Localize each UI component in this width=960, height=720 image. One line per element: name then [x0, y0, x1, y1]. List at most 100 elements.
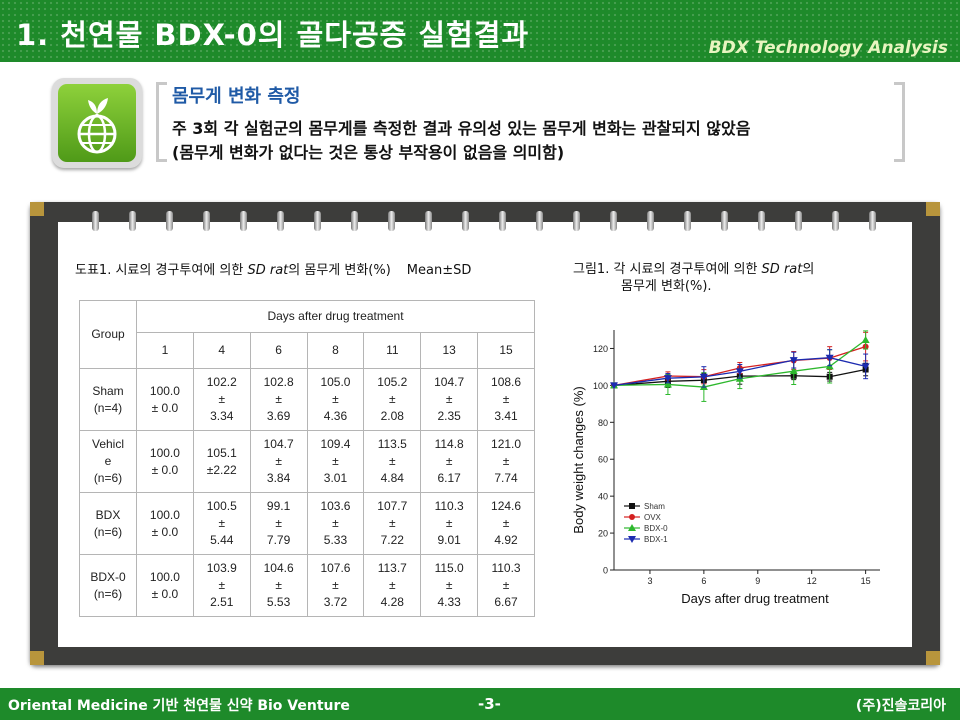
series-bdx-1-point	[861, 363, 870, 371]
value-cell: 102.8 ±3.69	[249, 368, 308, 431]
binder-ring	[684, 211, 691, 231]
cell-line: ±	[275, 578, 282, 592]
value-cell: 104.7 ±3.84	[249, 430, 308, 493]
value-cell: 108.6 ±3.41	[477, 368, 535, 431]
cell-line: 5.33	[323, 533, 348, 547]
summary-line-2: (몸무게 변화가 없다는 것은 통상 부작용이 없음을 의미함)	[172, 143, 565, 162]
legend-bdx-1-marker	[628, 536, 636, 543]
cell-line: 2.35	[437, 409, 461, 423]
cell-line: 4.36	[323, 409, 348, 423]
binder-ring	[758, 211, 765, 231]
cell-line: 102.8	[263, 375, 294, 389]
y-tick-label: 60	[598, 455, 608, 465]
table-row: BDX (n=6) 100.0 ± 0.0 100.5 ±5.44 99.1 ±7.79 103…	[79, 492, 535, 555]
cell-line: ±	[389, 578, 396, 592]
cell-line: ±	[502, 454, 510, 468]
group-label: Vehicl	[91, 437, 125, 451]
binder-ring	[314, 211, 321, 231]
cell-line: 104.7	[434, 375, 465, 389]
day-header-cell: 15	[477, 332, 535, 369]
cell-line: 3.72	[323, 595, 348, 609]
binder-ring	[351, 211, 358, 231]
cell-line: 103.6	[320, 499, 351, 513]
chart-caption-italic: SD rat	[761, 262, 803, 277]
cell-line: 109.4	[320, 437, 351, 451]
value-cell: 105.2 ±2.08	[363, 368, 422, 431]
cell-line: 4.92	[494, 533, 518, 547]
header-bar: 1. 천연물 BDX-0의 골다공증 실험결과 BDX Technology A…	[0, 0, 960, 62]
summary-line-1: 주 3회 각 실험군의 몸무게를 측정한 결과 유의성 있는 몸무게 변화는 관…	[172, 119, 751, 138]
series-bdx-1-point	[825, 354, 834, 362]
series-bdx-1-point	[789, 357, 798, 365]
days-header-cell: Days after drug treatment	[136, 300, 535, 333]
page-number: -3-	[478, 695, 501, 713]
group-label: (n=6)	[93, 471, 123, 485]
value-cell: 124.6 ±4.92	[477, 492, 535, 555]
value-cell: 102.2 ±3.34	[192, 368, 251, 431]
cell-line: 5.53	[266, 595, 291, 609]
cell-line: 9.01	[437, 533, 461, 547]
group-header-cell: Group	[79, 300, 137, 369]
y-tick-label: 0	[603, 566, 608, 576]
cell-line: 5.44	[210, 533, 234, 547]
cell-line: 2.51	[210, 595, 234, 609]
group-label: (n=6)	[93, 586, 123, 601]
series-bdx-1-point	[699, 373, 708, 381]
cell-line: 124.6	[491, 499, 522, 513]
cell-line: 3.69	[266, 409, 291, 423]
cell-line: 102.2	[206, 375, 237, 389]
table-caption-italic: SD rat	[247, 263, 289, 278]
binder-ring	[499, 211, 506, 231]
cell-line: ±	[275, 516, 282, 530]
cell-line: ±	[275, 392, 282, 406]
cell-line: ±	[445, 578, 453, 592]
cell-line: ±	[445, 392, 453, 406]
cell-line: 4.33	[437, 595, 461, 609]
cell-line: ±	[502, 578, 510, 592]
cell-line: 7.22	[380, 533, 404, 547]
cell-line: 4.28	[380, 595, 404, 609]
table-caption-prefix: 도표1. 시료의 경구투여에 의한	[75, 263, 248, 278]
legend-bdx-1-label: BDX-1	[644, 535, 668, 544]
value-cell: 100.0 ± 0.0	[136, 430, 194, 493]
cell-line: ±2.22	[206, 462, 237, 477]
value-cell: 103.6 ±5.33	[306, 492, 365, 555]
binder-ring	[92, 211, 99, 231]
x-axis-label: Days after drug treatment	[681, 591, 829, 606]
binder-ring	[462, 211, 469, 231]
y-axis-label: Body weight changes (%)	[571, 386, 586, 533]
chart-caption: 그림1. 각 시료의 경구투여에 의한 SD rat의 몸무게 변화(%).	[573, 261, 814, 295]
x-tick-label: 6	[701, 576, 706, 586]
x-tick-label: 3	[647, 576, 652, 586]
cell-line: 105.1	[206, 445, 237, 460]
series-bdx-0-point	[663, 380, 672, 388]
group-cell: BDX-0 (n=6)	[79, 554, 137, 617]
value-cell: 99.1 ±7.79	[249, 492, 308, 555]
footer-bar: Oriental Medicine 기반 천연물 신약 Bio Venture …	[0, 688, 960, 720]
bracket-left	[156, 82, 167, 162]
day-header: 15	[499, 343, 513, 357]
cell-line: 6.67	[494, 595, 518, 609]
chart-caption-suffix: 의	[802, 262, 815, 277]
cell-line: ±	[445, 516, 453, 530]
cell-line: 3.34	[210, 409, 234, 423]
value-cell: 115.0 ±4.33	[420, 554, 479, 617]
cell-line: ± 0.0	[151, 400, 179, 415]
value-cell: 114.8 ±6.17	[420, 430, 479, 493]
series-bdx-0-point	[789, 367, 798, 375]
cell-line: 2.08	[380, 409, 404, 423]
cell-line: 110.3	[434, 499, 464, 513]
cell-line: 121.0	[491, 437, 522, 451]
legend-sham-marker	[629, 503, 635, 509]
value-cell: 109.4 ±3.01	[306, 430, 365, 493]
legend-ovx-label: OVX	[644, 513, 662, 522]
group-label: (n=6)	[93, 524, 123, 539]
table-caption-stat: Mean±SD	[406, 263, 472, 278]
binder-ring	[425, 211, 432, 231]
board-corner	[926, 202, 940, 216]
company-name: (주)진솔코리아	[855, 698, 946, 714]
board-corner	[30, 651, 44, 665]
day-header: 6	[275, 343, 282, 357]
cell-line: 103.9	[206, 561, 237, 575]
y-tick-label: 40	[598, 492, 608, 502]
